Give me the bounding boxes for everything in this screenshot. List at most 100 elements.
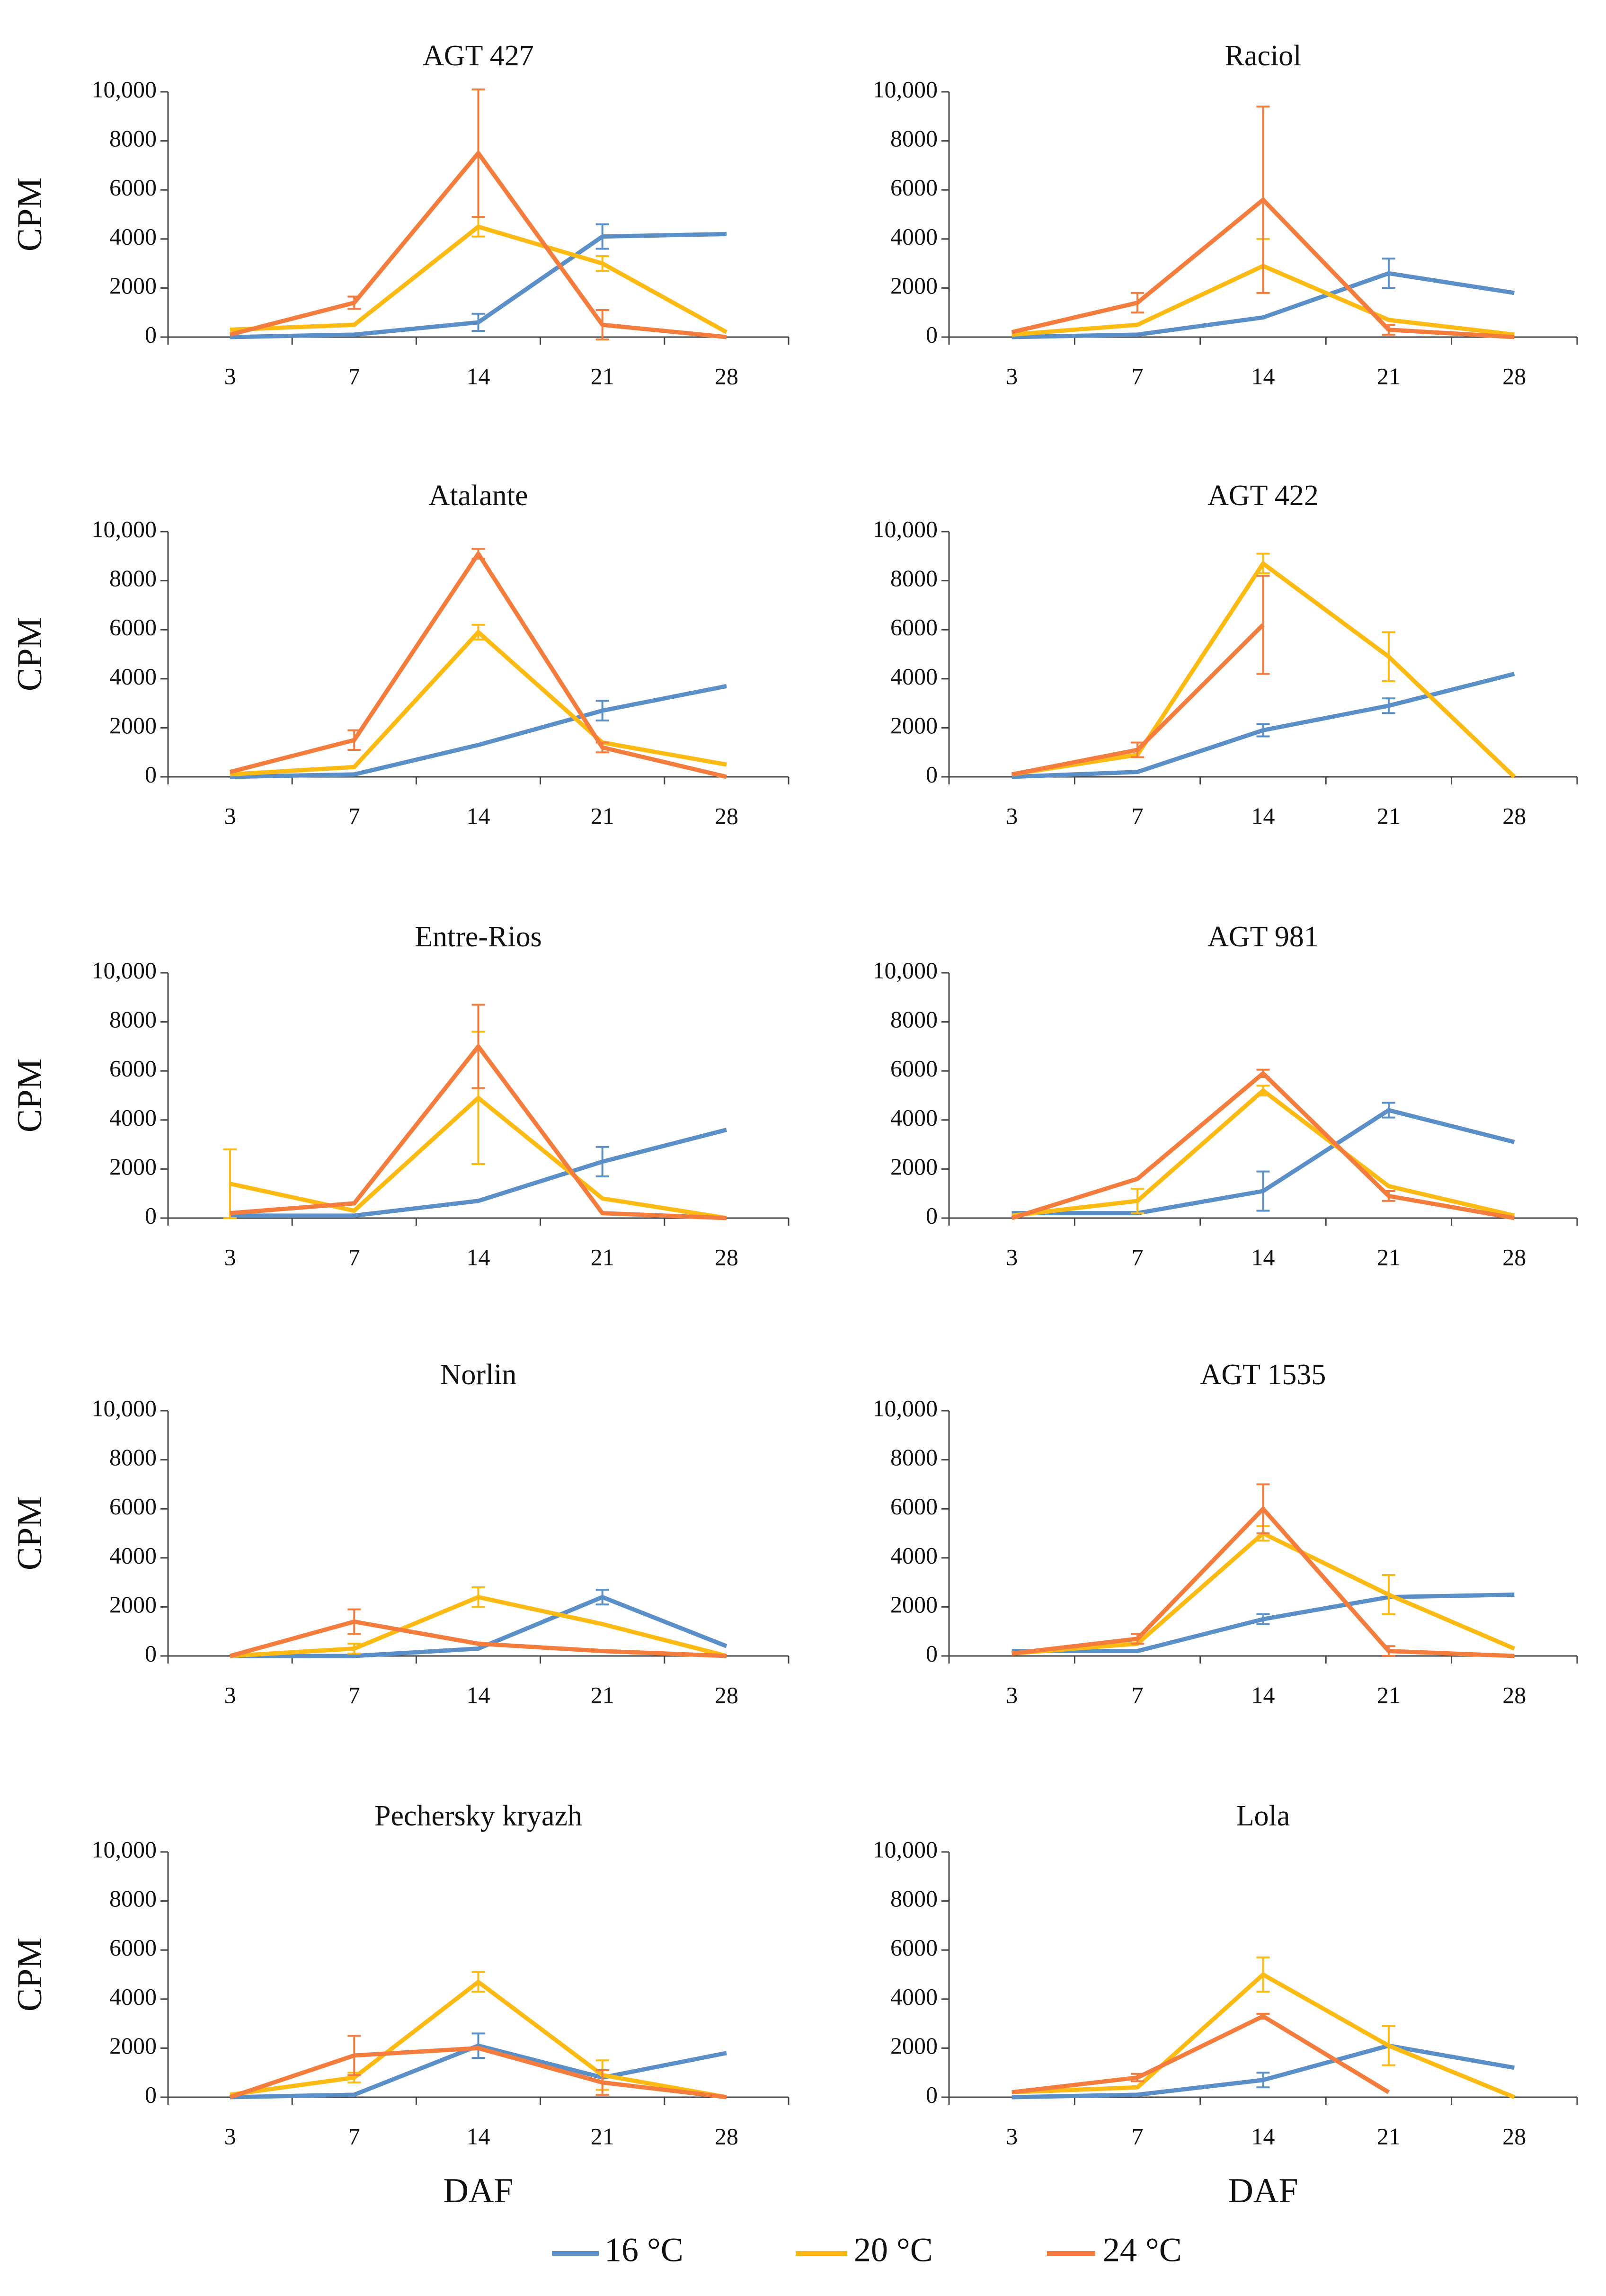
- x-tick-label: 21: [1377, 1682, 1401, 1708]
- y-tick-label: 4000: [109, 663, 157, 689]
- error-bar: [595, 2069, 609, 2096]
- y-axis-label: CPM: [10, 1496, 49, 1570]
- x-tick-label: 14: [467, 2123, 490, 2149]
- x-tick-label: 7: [1132, 1682, 1144, 1708]
- error-bar: [471, 1586, 485, 1608]
- y-tick-label: 4000: [109, 1983, 157, 2010]
- x-tick-label: 21: [591, 802, 614, 829]
- y-tick-label: 2000: [109, 1153, 157, 1180]
- y-tick-label: 10,000: [873, 1836, 938, 1862]
- y-tick-label: 8000: [109, 1885, 157, 1912]
- error-bar: [347, 1608, 361, 1635]
- y-tick-label: 8000: [890, 1444, 938, 1470]
- y-tick-label: 2000: [890, 2032, 938, 2059]
- y-tick-label: 0: [926, 2081, 938, 2108]
- chart-title: Pechersky kryazh: [374, 1800, 582, 1832]
- x-tick-label: 14: [1251, 1244, 1275, 1270]
- chart-title: Atalante: [428, 480, 528, 512]
- x-tick-label: 3: [1006, 802, 1018, 829]
- error-bar: [1256, 2012, 1270, 2020]
- x-axis-label: DAF: [1228, 2171, 1298, 2210]
- x-tick-label: 14: [1251, 802, 1275, 829]
- x-tick-label: 28: [715, 1682, 738, 1708]
- error-bar: [1382, 1574, 1395, 1615]
- error-bar: [471, 548, 485, 560]
- y-tick-label: 2000: [109, 2032, 157, 2059]
- y-tick-label: 6000: [109, 1934, 157, 1961]
- error-bar: [471, 312, 485, 332]
- legend-label: 20 °C: [854, 2231, 933, 2269]
- legend-label: 16 °C: [604, 2231, 683, 2269]
- y-tick-label: 2000: [109, 272, 157, 299]
- x-tick-label: 7: [1132, 1244, 1144, 1270]
- series-line: [1012, 1531, 1516, 1656]
- y-tick-label: 8000: [890, 1006, 938, 1032]
- x-tick-label: 21: [1377, 2123, 1401, 2149]
- y-tick-label: 6000: [890, 614, 938, 641]
- y-tick-label: 0: [926, 321, 938, 347]
- error-bar: [595, 1146, 609, 1177]
- x-tick-label: 21: [1377, 802, 1401, 829]
- x-tick-label: 28: [1502, 802, 1526, 829]
- error-bar: [1256, 1068, 1270, 1078]
- x-tick-label: 3: [224, 363, 236, 389]
- y-tick-label: 2000: [890, 712, 938, 739]
- y-tick-label: 0: [926, 1202, 938, 1228]
- y-tick-label: 6000: [890, 1493, 938, 1520]
- x-tick-label: 21: [591, 363, 614, 389]
- y-tick-label: 10,000: [92, 1836, 157, 1862]
- error-bar: [1131, 292, 1145, 314]
- x-tick-label: 21: [1377, 1244, 1401, 1270]
- x-tick-label: 21: [591, 2123, 614, 2149]
- x-tick-label: 28: [1502, 363, 1526, 389]
- legend-label: 24 °C: [1103, 2231, 1182, 2269]
- series-line: [230, 1595, 728, 1658]
- y-tick-label: 0: [145, 321, 157, 347]
- error-bar: [1256, 575, 1270, 675]
- y-tick-label: 10,000: [92, 516, 157, 542]
- error-bar: [1256, 1085, 1270, 1096]
- error-bar: [347, 1643, 361, 1655]
- x-tick-label: 3: [224, 802, 236, 829]
- error-bar: [471, 1971, 485, 1993]
- error-bar: [1382, 697, 1395, 714]
- x-tick-label: 7: [1132, 363, 1144, 389]
- x-tick-label: 7: [1132, 2123, 1144, 2149]
- error-bar: [471, 2032, 485, 2059]
- error-bar: [1256, 723, 1270, 738]
- y-tick-label: 4000: [890, 663, 938, 689]
- y-axis-label: CPM: [10, 617, 49, 691]
- chart-title: Norlin: [440, 1359, 517, 1391]
- x-tick-label: 28: [1502, 2123, 1526, 2149]
- y-tick-label: 0: [926, 1640, 938, 1666]
- x-tick-label: 28: [715, 2123, 738, 2149]
- y-tick-label: 0: [145, 2081, 157, 2108]
- y-tick-label: 10,000: [873, 76, 938, 102]
- chart-title: Entre-Rios: [415, 921, 542, 953]
- series-line: [229, 1619, 727, 1658]
- error-bar: [1256, 1170, 1270, 1212]
- y-axis-label: CPM: [10, 1938, 49, 2011]
- x-tick-label: 7: [348, 802, 360, 829]
- y-tick-label: 4000: [890, 1104, 938, 1130]
- x-tick-label: 3: [1006, 363, 1018, 389]
- x-tick-label: 7: [1132, 802, 1144, 829]
- chart-title: Lola: [1236, 1800, 1290, 1832]
- x-tick-label: 28: [1502, 1682, 1526, 1708]
- x-tick-label: 14: [467, 1682, 490, 1708]
- y-tick-label: 6000: [109, 614, 157, 641]
- x-tick-label: 3: [224, 1682, 236, 1708]
- error-bar: [1382, 324, 1395, 336]
- y-tick-label: 0: [926, 761, 938, 787]
- x-tick-label: 28: [715, 1244, 738, 1270]
- y-axis-label: CPM: [10, 1059, 49, 1132]
- y-tick-label: 10,000: [92, 76, 157, 102]
- error-bar: [471, 623, 485, 641]
- x-tick-label: 14: [1251, 2123, 1275, 2149]
- x-tick-label: 7: [348, 363, 360, 389]
- x-tick-label: 14: [1251, 1682, 1275, 1708]
- error-bar: [1131, 2073, 1145, 2082]
- chart-title: AGT 981: [1207, 921, 1319, 953]
- y-tick-label: 6000: [890, 1055, 938, 1082]
- y-tick-label: 10,000: [92, 1395, 157, 1421]
